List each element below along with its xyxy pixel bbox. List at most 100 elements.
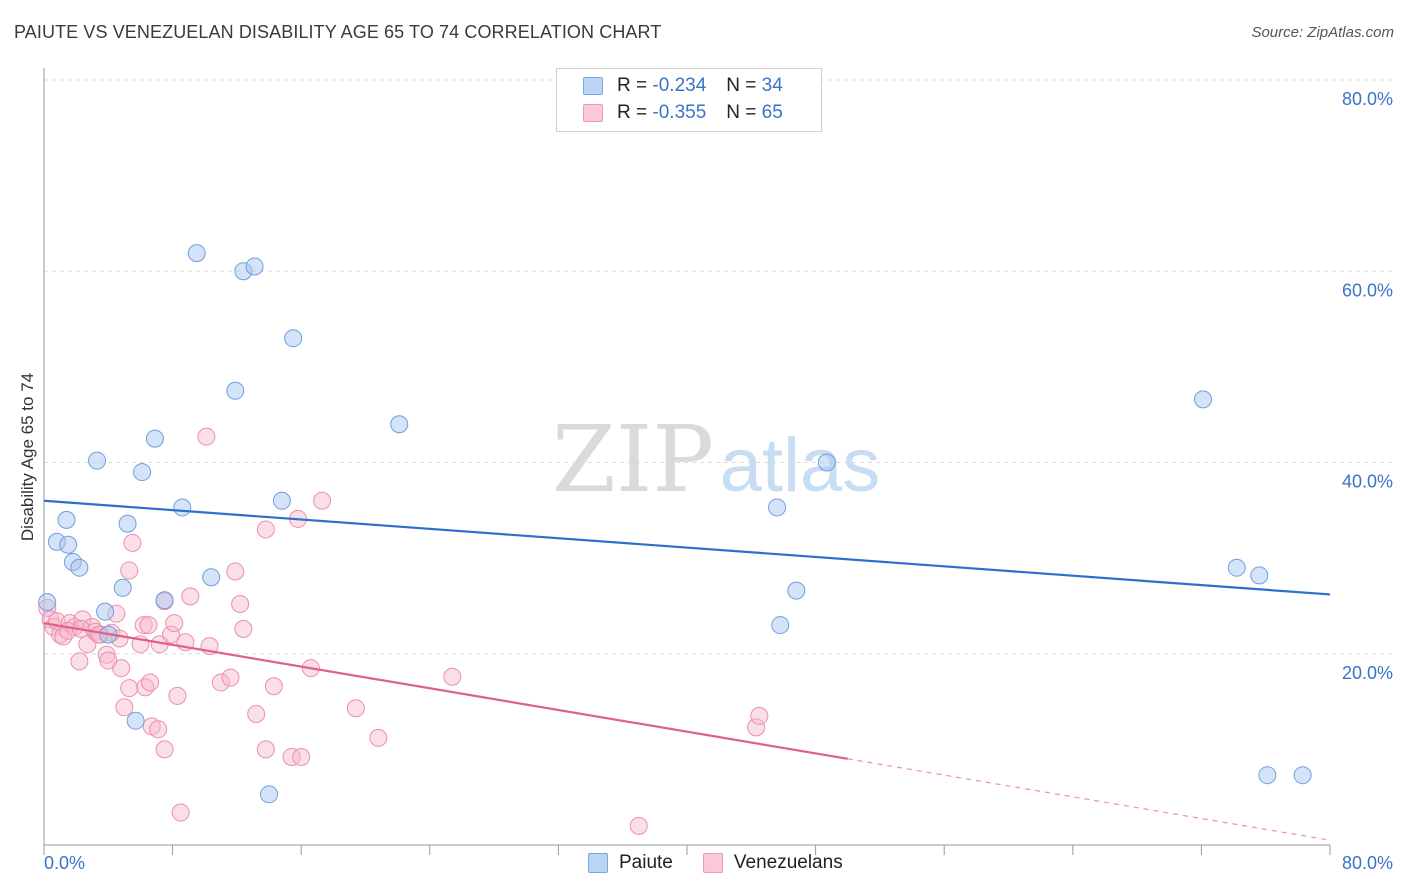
venezuelans-point <box>123 533 142 552</box>
legend-item-venezuelans: Venezuelans <box>702 852 843 874</box>
legend-swatch-venezuelans <box>583 104 603 122</box>
watermark-zip: ZIP <box>552 406 714 513</box>
paiute-point <box>787 581 806 600</box>
venezuelans-point <box>120 561 139 580</box>
venezuelans-point <box>226 562 245 581</box>
paiute-point <box>771 616 790 635</box>
series-legend: Paiute Venezuelans <box>588 852 873 874</box>
paiute-point <box>38 593 57 612</box>
paiute-point <box>260 785 279 804</box>
paiute-points <box>38 244 1312 804</box>
venezuelans-point <box>264 677 283 696</box>
y-tick-label: 40.0% <box>1342 472 1393 492</box>
axes <box>43 68 1331 855</box>
venezuelans-point <box>234 619 253 638</box>
venezuelans-point <box>211 673 230 692</box>
paiute-point <box>226 381 245 400</box>
trend-lines <box>43 499 1331 841</box>
venezuelans-point <box>256 520 275 539</box>
tick-labels: 20.0% 40.0% 60.0% 80.0% 0.0% 80.0% <box>44 89 1393 873</box>
venezuelans-point <box>168 686 187 705</box>
y-tick-label: 20.0% <box>1342 663 1393 683</box>
x-tick-label: 0.0% <box>44 853 85 873</box>
paiute-point <box>768 498 787 517</box>
paiute-point <box>272 491 291 510</box>
paiute-point <box>1194 390 1213 409</box>
venezuelans-trend-extension <box>847 758 1331 841</box>
venezuelans-point <box>181 587 200 606</box>
legend-n-label: N = <box>726 102 757 123</box>
paiute-trend-line <box>43 499 1331 596</box>
legend-n-label: N = <box>726 75 757 96</box>
legend-r-value: -0.234 <box>652 75 707 96</box>
venezuelans-point <box>171 803 190 822</box>
venezuelans-point <box>120 679 139 698</box>
paiute-point <box>187 244 206 263</box>
paiute-point <box>390 415 409 434</box>
paiute-point <box>133 463 152 482</box>
legend-swatch-paiute <box>583 77 603 95</box>
y-tick-label: 60.0% <box>1342 280 1393 300</box>
venezuelans-point <box>231 595 250 614</box>
paiute-point <box>126 711 145 730</box>
venezuelans-point <box>247 704 266 723</box>
legend-r-value: -0.355 <box>652 102 707 123</box>
venezuelans-point <box>70 652 89 671</box>
venezuelans-point <box>747 718 766 737</box>
paiute-point <box>284 329 303 348</box>
venezuelans-point <box>313 491 332 510</box>
venezuelans-point <box>369 728 388 747</box>
legend-r-label: R = <box>617 102 648 123</box>
venezuelans-point <box>73 610 92 629</box>
venezuelans-point <box>149 720 168 739</box>
watermark-atlas: atlas <box>720 423 881 508</box>
paiute-point <box>245 257 264 276</box>
legend-row-paiute: R = -0.234 N = 34 <box>583 74 783 98</box>
venezuelans-point <box>141 673 160 692</box>
paiute-point <box>118 514 137 533</box>
paiute-point <box>59 535 78 554</box>
correlation-legend: R = -0.234 N = 34 R = -0.355 N = 65 <box>556 68 822 132</box>
legend-n-value: 65 <box>761 102 783 123</box>
venezuelans-point <box>134 616 153 635</box>
venezuelans-trend-line <box>43 622 848 760</box>
venezuelans-point <box>256 740 275 759</box>
paiute-point <box>70 558 89 577</box>
source-label: Source: ZipAtlas.com <box>1251 24 1394 41</box>
paiute-point <box>1227 558 1246 577</box>
venezuelans-point <box>139 616 158 635</box>
legend-r-label: R = <box>617 75 648 96</box>
venezuelans-point <box>292 748 311 767</box>
venezuelans-point <box>112 659 131 678</box>
paiute-point <box>155 591 174 610</box>
venezuelans-point <box>282 748 301 767</box>
chart-title: PAIUTE VS VENEZUELAN DISABILITY AGE 65 T… <box>14 22 662 42</box>
venezuelans-point <box>346 699 365 718</box>
paiute-point <box>1258 766 1277 785</box>
venezuelans-point <box>197 427 216 446</box>
paiute-point <box>173 498 192 517</box>
venezuelans-swatch <box>702 853 723 873</box>
paiute-legend-label: Paiute <box>619 852 673 873</box>
venezuelans-point <box>136 678 155 697</box>
legend-item-paiute: Paiute <box>588 852 673 874</box>
venezuelans-legend-label: Venezuelans <box>733 852 843 873</box>
venezuelans-point <box>161 625 180 644</box>
venezuelans-point <box>155 740 174 759</box>
paiute-swatch <box>588 853 608 873</box>
paiute-point <box>88 451 107 470</box>
paiute-point <box>96 602 115 621</box>
venezuelans-point <box>443 667 462 686</box>
venezuelans-point <box>165 614 184 633</box>
venezuelans-point <box>629 816 648 835</box>
venezuelans-point <box>750 706 769 725</box>
paiute-point <box>113 578 132 597</box>
legend-row-venezuelans: R = -0.355 N = 65 <box>583 101 783 125</box>
paiute-point <box>145 429 164 448</box>
grid-lines <box>44 79 1395 655</box>
venezuelans-point <box>221 668 240 687</box>
legend-n-value: 34 <box>761 75 783 96</box>
x-tick-label: 80.0% <box>1342 853 1393 873</box>
paiute-point <box>817 453 836 472</box>
